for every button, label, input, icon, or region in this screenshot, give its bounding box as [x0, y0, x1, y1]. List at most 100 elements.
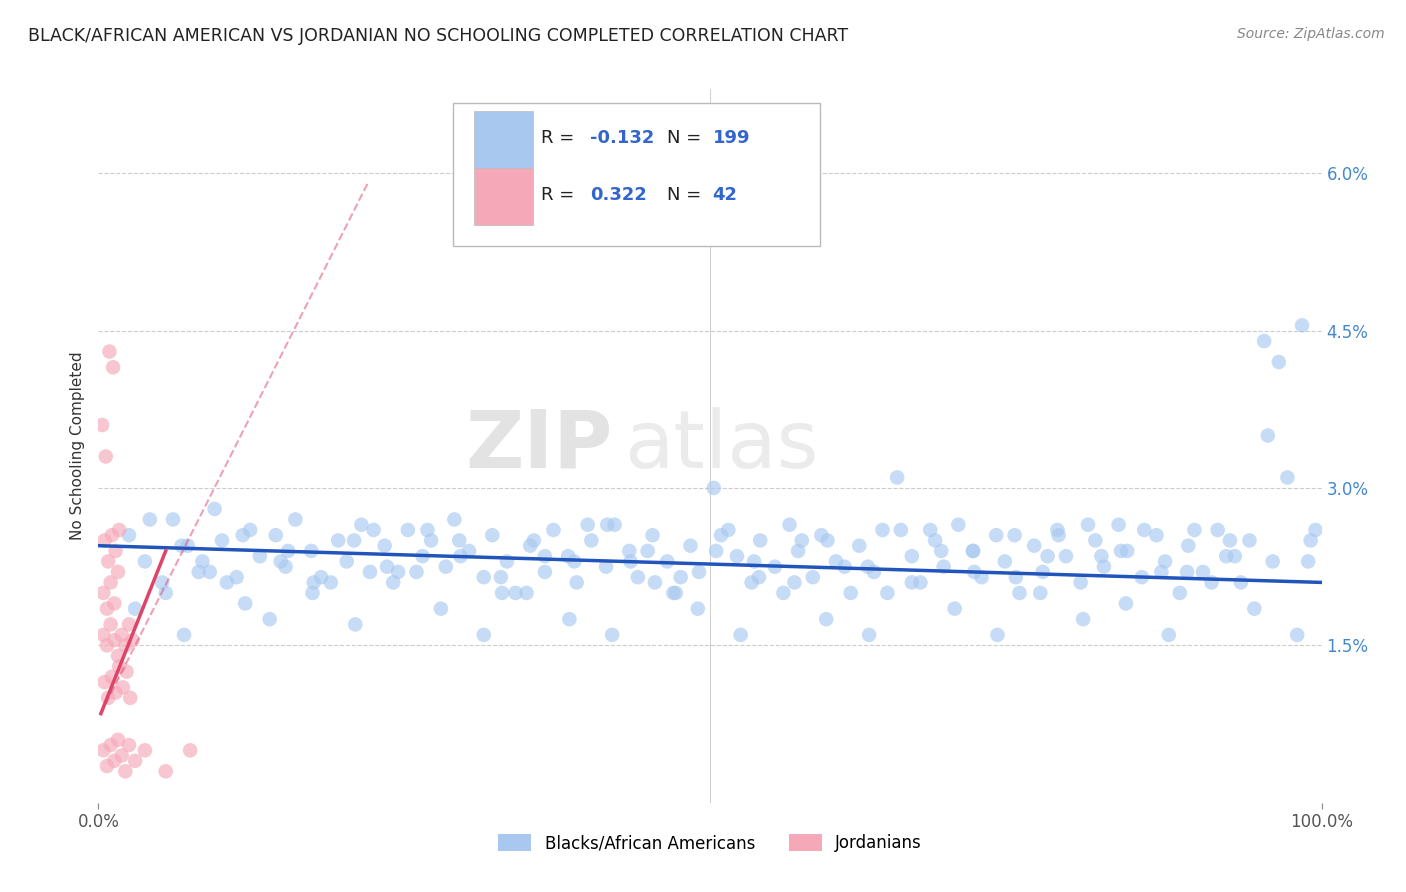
Point	[872, 523, 894, 537]
Point	[772, 586, 794, 600]
Point	[1154, 554, 1177, 568]
Point	[603, 517, 626, 532]
Point	[198, 565, 221, 579]
Text: 199: 199	[713, 128, 749, 146]
Point	[963, 565, 986, 579]
Point	[134, 554, 156, 568]
Point	[856, 559, 879, 574]
Point	[93, 675, 115, 690]
Point	[1286, 628, 1309, 642]
Point	[595, 559, 617, 574]
Point	[215, 575, 238, 590]
Point	[97, 690, 120, 705]
Text: Source: ZipAtlas.com: Source: ZipAtlas.com	[1237, 27, 1385, 41]
Point	[619, 544, 641, 558]
Point	[449, 533, 471, 548]
Point	[108, 523, 131, 537]
Point	[600, 628, 623, 642]
Point	[96, 759, 118, 773]
Point	[704, 544, 727, 558]
Point	[450, 549, 472, 564]
Point	[111, 681, 134, 695]
Point	[101, 528, 124, 542]
Point	[472, 628, 495, 642]
Point	[1029, 586, 1052, 600]
Point	[787, 544, 810, 558]
Point	[489, 570, 512, 584]
Point	[1090, 549, 1112, 564]
Point	[319, 575, 342, 590]
Point	[162, 512, 184, 526]
Point	[107, 565, 129, 579]
Point	[986, 628, 1008, 642]
Point	[1291, 318, 1313, 333]
Point	[1157, 628, 1180, 642]
Point	[1299, 533, 1322, 548]
Point	[1084, 533, 1107, 548]
Point	[686, 601, 709, 615]
Point	[177, 539, 200, 553]
Point	[387, 565, 409, 579]
Point	[91, 743, 114, 757]
Point	[627, 570, 650, 584]
Point	[121, 633, 143, 648]
Point	[94, 450, 117, 464]
Point	[534, 549, 557, 564]
Point	[1070, 575, 1092, 590]
Point	[120, 690, 142, 705]
Point	[100, 738, 122, 752]
Point	[412, 549, 434, 564]
Point	[924, 533, 946, 548]
Point	[1230, 575, 1253, 590]
Point	[1004, 528, 1026, 542]
Point	[363, 523, 385, 537]
Text: 0.322: 0.322	[591, 186, 647, 203]
Point	[284, 512, 307, 526]
Point	[825, 554, 848, 568]
Point	[886, 470, 908, 484]
Point	[191, 554, 214, 568]
Point	[703, 481, 725, 495]
Point	[596, 517, 619, 532]
Point	[115, 665, 138, 679]
Point	[1219, 533, 1241, 548]
Point	[274, 559, 297, 574]
Point	[519, 539, 541, 553]
Point	[962, 544, 984, 558]
Point	[134, 743, 156, 757]
Point	[669, 570, 692, 584]
Point	[430, 601, 453, 615]
Point	[374, 539, 396, 553]
Point	[93, 533, 115, 548]
Point	[225, 570, 247, 584]
Point	[1215, 549, 1237, 564]
Point	[679, 539, 702, 553]
Point	[534, 565, 557, 579]
Point	[211, 533, 233, 548]
Point	[562, 554, 585, 568]
Point	[688, 565, 710, 579]
Point	[581, 533, 603, 548]
Point	[558, 612, 581, 626]
Point	[932, 559, 955, 574]
Point	[725, 549, 748, 564]
Point	[1108, 517, 1130, 532]
Point	[748, 570, 770, 584]
Point	[233, 596, 256, 610]
Point	[124, 601, 146, 615]
Point	[139, 512, 162, 526]
Point	[779, 517, 801, 532]
Point	[1253, 334, 1275, 348]
Point	[516, 586, 538, 600]
Point	[232, 528, 254, 542]
Point	[96, 639, 118, 653]
Point	[496, 554, 519, 568]
Point	[1206, 523, 1229, 537]
Text: R =: R =	[541, 186, 581, 203]
Point	[101, 670, 124, 684]
Point	[91, 586, 114, 600]
Point	[1268, 355, 1291, 369]
Point	[1032, 565, 1054, 579]
Text: atlas: atlas	[624, 407, 818, 485]
Point	[863, 565, 886, 579]
